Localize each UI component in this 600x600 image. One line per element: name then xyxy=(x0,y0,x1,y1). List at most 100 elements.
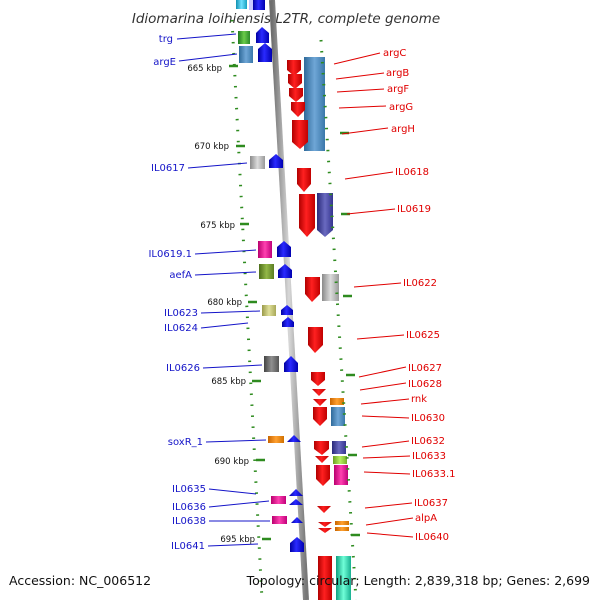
gene-block xyxy=(268,436,284,443)
gene-block xyxy=(330,398,344,405)
gene-block xyxy=(290,537,304,552)
gene-block xyxy=(315,456,329,463)
gene-label-IL0624[interactable]: IL0624 xyxy=(164,323,198,334)
gene-label-IL0641[interactable]: IL0641 xyxy=(171,541,205,552)
scale-label: 675 kbp xyxy=(200,221,235,231)
gene-block xyxy=(305,277,320,302)
gene-block xyxy=(292,120,308,149)
accession-text: Accession: NC_006512 xyxy=(9,573,151,588)
gene-block xyxy=(253,0,265,10)
gene-block xyxy=(312,389,326,396)
gene-label-IL0623[interactable]: IL0623 xyxy=(164,308,198,319)
gene-label-IL0618[interactable]: IL0618 xyxy=(395,167,429,178)
gene-block xyxy=(308,327,323,353)
gene-block xyxy=(249,0,253,10)
gene-block xyxy=(258,43,272,62)
genome-backbone xyxy=(269,0,309,600)
gene-block xyxy=(297,168,311,192)
scale-label: 680 kbp xyxy=(207,298,242,308)
gene-block xyxy=(313,399,327,406)
gene-label-soxR-1[interactable]: soxR_1 xyxy=(168,437,203,448)
map-title: Idiomarina loihiensis L2TR, complete gen… xyxy=(132,11,440,27)
gene-block xyxy=(284,356,298,372)
gene-block xyxy=(335,527,349,531)
gene-block xyxy=(262,305,276,316)
gene-block xyxy=(256,27,269,43)
gene-label-IL0625[interactable]: IL0625 xyxy=(406,330,440,341)
gene-block xyxy=(287,435,301,442)
gene-block xyxy=(271,496,286,504)
gene-block xyxy=(238,31,250,44)
gene-label-alpA[interactable]: alpA xyxy=(415,513,437,524)
gene-block xyxy=(250,156,265,169)
gene-label-IL0636[interactable]: IL0636 xyxy=(172,502,206,513)
gene-block xyxy=(332,441,346,454)
right-gene-labels xyxy=(333,52,414,538)
gene-block xyxy=(334,465,348,485)
gene-block xyxy=(287,60,301,76)
scale-label: 690 kbp xyxy=(214,457,249,467)
gene-label-IL0633-1[interactable]: IL0633.1 xyxy=(412,469,456,480)
gene-block xyxy=(335,521,349,525)
gene-label-rnk[interactable]: rnk xyxy=(411,394,427,405)
gene-label-IL0640[interactable]: IL0640 xyxy=(415,532,449,543)
gene-block xyxy=(282,317,294,327)
gene-label-IL0635[interactable]: IL0635 xyxy=(172,484,206,495)
gene-block xyxy=(317,193,333,237)
gene-label-argF[interactable]: argF xyxy=(387,84,409,95)
gene-block xyxy=(269,154,283,168)
gene-block xyxy=(299,194,315,237)
gene-label-IL0627[interactable]: IL0627 xyxy=(408,363,442,374)
scale-label: 665 kbp xyxy=(187,64,222,74)
gene-label-IL0628[interactable]: IL0628 xyxy=(408,379,442,390)
gene-block xyxy=(291,102,305,117)
gene-block xyxy=(316,465,330,486)
gene-block xyxy=(322,274,339,301)
gene-block xyxy=(313,407,327,426)
gene-block xyxy=(318,528,332,533)
gene-block xyxy=(239,46,253,63)
gene-block xyxy=(289,489,303,496)
gene-label-IL0638[interactable]: IL0638 xyxy=(172,516,206,527)
gene-label-IL0633[interactable]: IL0633 xyxy=(412,451,446,462)
gene-label-argH[interactable]: argH xyxy=(391,124,415,135)
gene-label-IL0630[interactable]: IL0630 xyxy=(411,413,445,424)
gene-block xyxy=(336,556,351,600)
gene-block xyxy=(236,0,247,9)
gene-label-argC[interactable]: argC xyxy=(383,48,406,59)
gene-label-IL0619[interactable]: IL0619 xyxy=(397,204,431,215)
left-gene-labels xyxy=(176,33,270,547)
gene-block xyxy=(281,305,293,315)
gene-block xyxy=(333,456,347,464)
gene-label-IL0626[interactable]: IL0626 xyxy=(166,363,200,374)
gene-block xyxy=(291,517,303,523)
gene-block xyxy=(318,522,332,527)
scale-label: 670 kbp xyxy=(194,142,229,152)
gene-block xyxy=(331,407,345,426)
scale-label: 695 kbp xyxy=(220,535,255,545)
gene-label-aefA[interactable]: aefA xyxy=(169,270,192,281)
gene-label-IL0632[interactable]: IL0632 xyxy=(411,436,445,447)
gene-block xyxy=(318,556,332,600)
gene-label-IL0637[interactable]: IL0637 xyxy=(414,498,448,509)
gene-block xyxy=(272,516,287,524)
gene-block xyxy=(277,241,291,257)
gene-block xyxy=(314,441,329,455)
scale-labels: 665 kbp 670 kbp 675 kbp 680 kbp 685 kbp … xyxy=(187,64,255,545)
gene-block xyxy=(317,506,331,513)
right-gene-label-text: argC argB argF argG argH IL0618 IL0619 I… xyxy=(383,48,456,543)
gene-block xyxy=(304,57,325,151)
gene-label-IL0617[interactable]: IL0617 xyxy=(151,163,185,174)
gene-label-IL0619-1[interactable]: IL0619.1 xyxy=(148,249,192,260)
gene-block xyxy=(264,356,279,372)
gene-block xyxy=(289,499,303,505)
gene-block xyxy=(289,88,303,102)
gene-label-IL0622[interactable]: IL0622 xyxy=(403,278,437,289)
scale-label: 685 kbp xyxy=(211,377,246,387)
gene-label-argG[interactable]: argG xyxy=(389,102,413,113)
gene-label-argE[interactable]: argE xyxy=(153,57,176,68)
left-gene-label-text: trg argE IL0617 IL0619.1 aefA IL0623 IL0… xyxy=(148,34,206,552)
gene-label-trg[interactable]: trg xyxy=(159,34,173,45)
gene-label-argB[interactable]: argB xyxy=(386,68,409,79)
